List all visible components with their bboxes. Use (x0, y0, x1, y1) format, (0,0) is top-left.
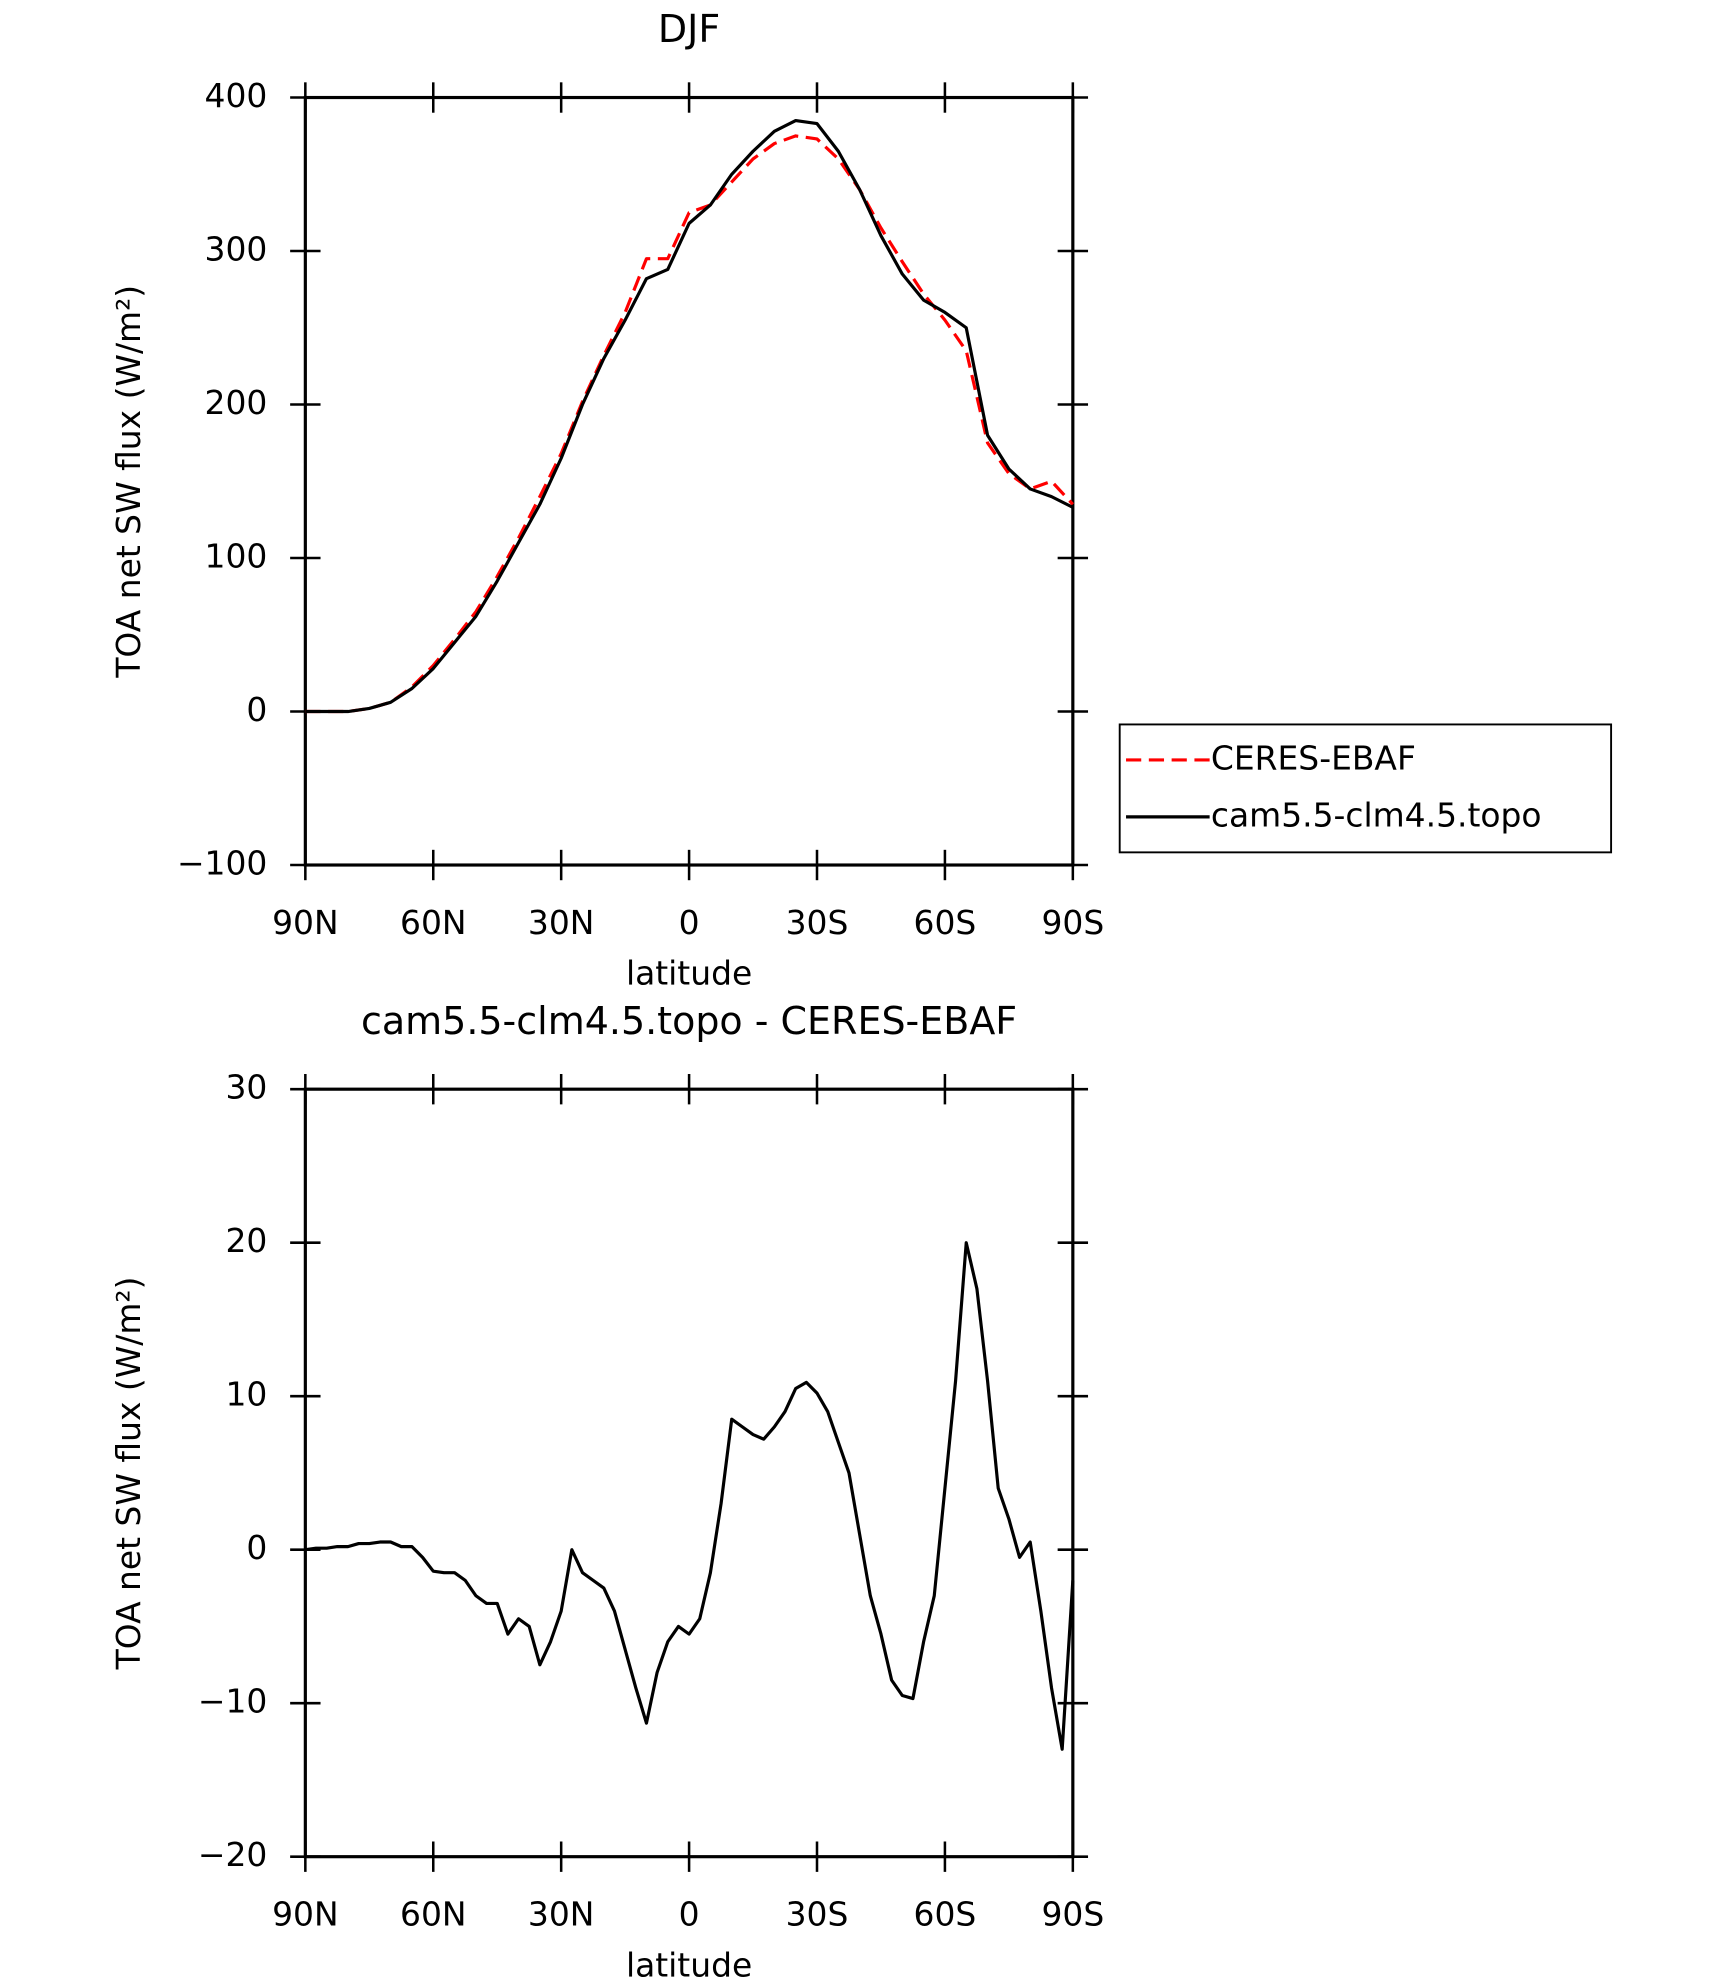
x-tick-label: 30S (786, 1895, 849, 1934)
plot-frame (303, 95, 1075, 867)
x-tick-label: 90S (1041, 1895, 1104, 1934)
legend-label: CERES-EBAF (1211, 738, 1416, 777)
chart-title: cam5.5-clm4.5.topo - CERES-EBAF (361, 999, 1017, 1043)
data-line (305, 1241, 1075, 1751)
y-tick-label: 10 (225, 1375, 267, 1414)
x-tick-label: 30N (528, 903, 595, 942)
y-axis-label: TOA net SW flux (W/m²) (109, 1277, 148, 1671)
x-tick-label: 60S (914, 1895, 977, 1934)
y-tick-label: 30 (225, 1068, 267, 1107)
y-tick-label: −100 (177, 844, 267, 883)
plot-frame (303, 1087, 1075, 1859)
data-line (305, 118, 1074, 714)
x-tick-label: 30N (528, 1895, 595, 1934)
chart-title: DJF (658, 7, 720, 51)
x-axis-label: latitude (626, 954, 752, 993)
x-tick-label: 60N (400, 903, 467, 942)
x-tick-label: 60N (400, 1895, 467, 1934)
x-tick-label: 0 (679, 1895, 700, 1934)
y-tick-label: −10 (198, 1682, 267, 1721)
x-tick-label: 90S (1041, 903, 1104, 942)
y-tick-label: 300 (205, 230, 268, 269)
x-tick-label: 60S (914, 903, 977, 942)
y-tick-label: 20 (225, 1221, 267, 1260)
legend-box (1118, 723, 1613, 854)
data-line (305, 134, 1074, 714)
x-tick-label: 90N (272, 1895, 339, 1934)
x-tick-label: 0 (679, 903, 700, 942)
x-tick-label: 90N (272, 903, 339, 942)
x-axis-label: latitude (626, 1945, 752, 1977)
y-tick-label: 400 (205, 76, 268, 115)
y-tick-label: 100 (205, 537, 268, 576)
y-tick-label: 0 (246, 690, 267, 729)
y-axis-label: TOA net SW flux (W/m²) (109, 285, 148, 679)
y-tick-label: −20 (198, 1835, 267, 1874)
y-tick-label: 0 (246, 1528, 267, 1567)
x-tick-label: 30S (786, 903, 849, 942)
legend-label: cam5.5-clm4.5.topo (1211, 795, 1542, 834)
y-tick-label: 200 (205, 383, 268, 422)
